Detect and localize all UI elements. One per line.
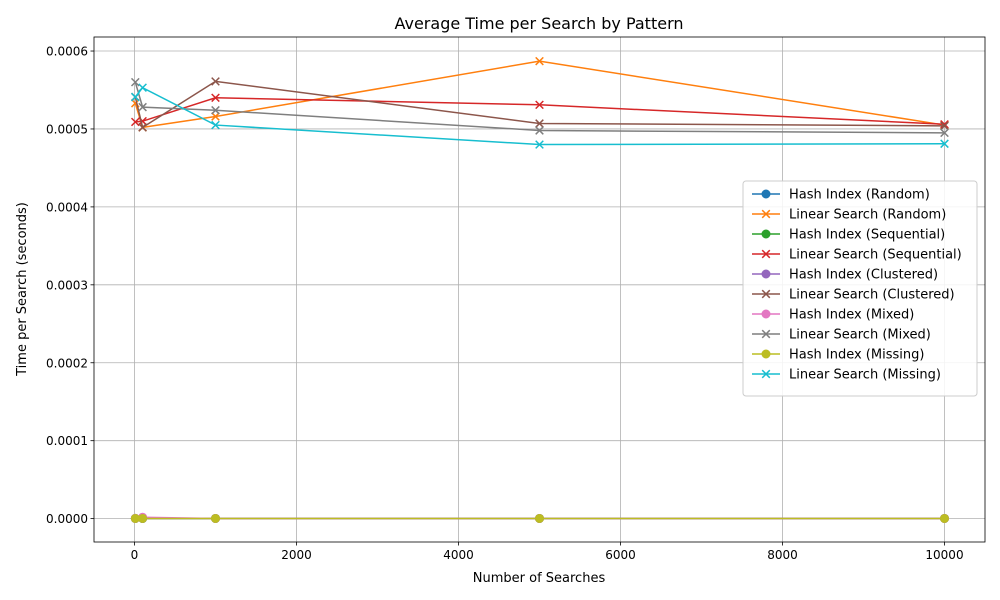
legend-box [742, 180, 978, 397]
legend-label: Linear Search (Missing) [789, 368, 941, 383]
legend-marker [761, 369, 771, 379]
legend-label: Linear Search (Clustered) [789, 288, 955, 303]
data-point [940, 139, 949, 149]
x-tick-label: 0 [131, 548, 139, 562]
y-tick-label: 0.0003 [46, 278, 88, 292]
legend-marker [761, 229, 771, 239]
data-point [535, 56, 544, 66]
y-axis-title: Time per Search (seconds) [15, 202, 30, 377]
y-tick-label: 0.0005 [46, 122, 88, 136]
series-7 [130, 77, 949, 138]
legend-marker [761, 309, 771, 319]
data-point [138, 102, 147, 112]
chart-title: Average Time per Search by Pattern [394, 14, 683, 33]
x-tick-label: 4000 [443, 548, 474, 562]
legend-marker [761, 269, 771, 279]
data-point [211, 513, 220, 523]
y-tick-label: 0.0006 [46, 45, 88, 59]
data-point [940, 121, 949, 131]
legend-item: Linear Search (Sequential) [752, 248, 962, 263]
legend-item: Hash Index (Sequential) [752, 228, 945, 243]
x-axis: 0 2000 4000 6000 8000 10000 [131, 542, 964, 562]
legend-label: Hash Index (Clustered) [789, 268, 938, 283]
legend-item: Hash Index (Random) [752, 188, 930, 203]
legend-label: Linear Search (Random) [789, 208, 946, 223]
series-3 [130, 93, 949, 129]
legend-item: Linear Search (Mixed) [752, 328, 931, 343]
y-tick-label: 0.0004 [46, 200, 88, 214]
data-point [940, 513, 949, 523]
data-point [535, 140, 544, 149]
legend-label: Linear Search (Mixed) [789, 328, 931, 343]
legend-marker [761, 189, 771, 199]
legend-label: Hash Index (Random) [789, 188, 930, 203]
x-tick-label: 2000 [281, 548, 312, 562]
legend-item: Linear Search (Clustered) [752, 288, 955, 303]
series-layer [130, 56, 949, 523]
data-point [535, 100, 544, 110]
legend-item: Hash Index (Clustered) [752, 268, 938, 283]
legend-label: Hash Index (Sequential) [789, 228, 945, 243]
x-tick-label: 8000 [767, 548, 798, 562]
y-tick-label: 0.0002 [46, 356, 88, 370]
data-point [130, 77, 140, 87]
data-point [211, 93, 220, 103]
data-point [211, 112, 220, 121]
legend-label: Hash Index (Mixed) [789, 308, 914, 323]
data-point [535, 513, 544, 523]
data-point [138, 123, 147, 132]
legend-item: Hash Index (Missing) [752, 348, 924, 363]
legend-marker [761, 349, 771, 359]
y-axis: 0.0000 0.0001 0.0002 0.0003 0.0004 0.0005 0.00… [46, 45, 94, 526]
series-9 [130, 83, 949, 149]
legend-marker [761, 329, 771, 339]
legend-item: Hash Index (Mixed) [752, 308, 914, 323]
y-tick-label: 0.0001 [46, 434, 88, 448]
x-tick-label: 6000 [605, 548, 636, 562]
data-point [130, 117, 140, 127]
data-point [130, 92, 140, 102]
x-axis-title: Number of Searches [473, 571, 606, 586]
legend: Hash Index (Random) Linear Search (Random… [742, 180, 978, 397]
data-point [940, 119, 949, 129]
legend-item: Linear Search (Missing) [752, 368, 941, 383]
legend-label: Hash Index (Missing) [789, 348, 924, 363]
legend-marker [761, 209, 771, 219]
data-point [211, 105, 220, 115]
legend-label: Linear Search (Sequential) [789, 248, 962, 263]
plot-frame [93, 36, 986, 543]
y-tick-label: 0.0000 [46, 512, 88, 526]
data-point [211, 77, 220, 86]
data-point [211, 120, 220, 130]
data-point [535, 119, 544, 128]
legend-marker [761, 249, 771, 259]
data-point [535, 126, 544, 135]
data-point [940, 128, 949, 138]
data-point [138, 513, 148, 523]
legend-item: Linear Search (Random) [752, 208, 946, 223]
data-point [138, 83, 147, 92]
x-tick-label: 10000 [925, 548, 963, 562]
series-8 [130, 513, 949, 523]
legend-marker [761, 289, 771, 299]
